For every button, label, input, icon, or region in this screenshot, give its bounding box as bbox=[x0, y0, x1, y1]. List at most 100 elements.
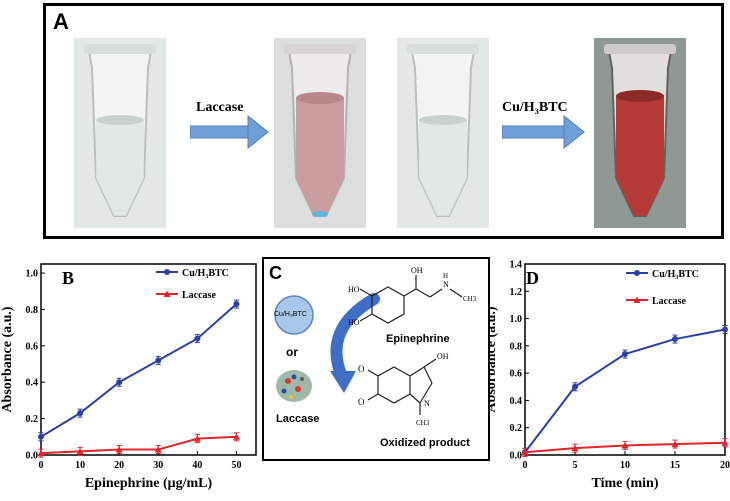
data-point bbox=[154, 446, 162, 453]
o-label: O bbox=[358, 397, 365, 407]
h-label: H bbox=[443, 272, 448, 280]
data-point bbox=[233, 301, 240, 308]
y-tick-label: 0.8 bbox=[26, 305, 39, 316]
panel-letter-d: D bbox=[526, 268, 539, 288]
catalyst-label: Cu/H₃BTC bbox=[274, 311, 307, 318]
x-tick-label: 0 bbox=[39, 460, 44, 471]
epinephrine-structure-icon bbox=[359, 275, 463, 324]
y-tick-label: 1.2 bbox=[510, 287, 523, 298]
x-tick-label: 20 bbox=[720, 460, 730, 471]
oh-label: HO bbox=[348, 285, 360, 294]
x-tick-label: 0 bbox=[523, 460, 528, 471]
enzyme-label: Laccase bbox=[276, 413, 320, 425]
data-point bbox=[193, 435, 201, 442]
y-tick-label: 0.0 bbox=[510, 451, 523, 462]
legend-label: Cu/H₃BTC bbox=[652, 269, 699, 280]
y-axis-label: Absorbance (a.u.) bbox=[0, 306, 15, 413]
legend-label: Cu/H₃BTC bbox=[182, 268, 229, 279]
data-point bbox=[572, 383, 578, 390]
oh-label: OH bbox=[437, 352, 449, 361]
oh-label: HO bbox=[348, 318, 360, 327]
x-axis-label: Epinephrine (μg/mL) bbox=[85, 476, 213, 491]
arrow-label-laccase: Laccase bbox=[196, 100, 244, 115]
x-tick-label: 40 bbox=[192, 460, 202, 471]
plot-frame bbox=[524, 263, 726, 456]
series-line bbox=[524, 328, 726, 453]
y-tick-label: 1.0 bbox=[510, 314, 523, 325]
panel-c: C HO HO OH N H CH3 bbox=[262, 257, 490, 461]
y-axis-label: Absorbance (a.u.) bbox=[490, 306, 499, 413]
data-point bbox=[155, 357, 162, 364]
y-tick-label: 0.0 bbox=[26, 451, 39, 462]
panel-a: A Laccase bbox=[43, 3, 724, 239]
tube-red-image bbox=[594, 38, 686, 228]
data-point bbox=[571, 444, 579, 452]
y-tick-label: 1.0 bbox=[26, 269, 39, 280]
tube-clear-image bbox=[397, 38, 489, 228]
chart-d: D 0 5 10 15 20 0.0 0.2 0.4 0.6 0.8 1.0 1.2 1.4 Time (… bbox=[490, 260, 730, 492]
tube-photo-control-2 bbox=[397, 38, 489, 228]
y-tick-label: 0.6 bbox=[510, 369, 523, 380]
data-point bbox=[76, 447, 84, 455]
tube-clear-image bbox=[74, 38, 166, 228]
x-tick-label: 15 bbox=[670, 460, 680, 471]
panel-letter-b: B bbox=[62, 268, 74, 288]
x-tick-label: 10 bbox=[75, 460, 85, 471]
data-point bbox=[77, 410, 84, 417]
data-point bbox=[622, 351, 628, 358]
n-label: N bbox=[424, 399, 430, 408]
y-tick-label: 0.2 bbox=[510, 423, 523, 434]
reaction-scheme: HO HO OH N H CH3 O O OH CH3 N bbox=[274, 266, 477, 427]
legend-marker bbox=[634, 270, 640, 276]
o-label: O bbox=[358, 364, 365, 374]
data-point bbox=[722, 326, 728, 333]
data-point bbox=[194, 335, 201, 342]
data-point bbox=[38, 433, 44, 440]
data-point bbox=[116, 379, 123, 386]
tube-photo-cu-h3btc bbox=[594, 38, 686, 228]
data-point bbox=[37, 449, 45, 457]
substrate-label: Epinephrine bbox=[386, 333, 450, 345]
or-label: or bbox=[286, 345, 298, 359]
y-tick-label: 0.4 bbox=[26, 378, 39, 389]
arrow-label-cu-h3btc: Cu/H₃BTC bbox=[502, 100, 568, 115]
x-tick-label: 5 bbox=[573, 460, 578, 471]
arrow-laccase bbox=[189, 114, 270, 155]
y-tick-label: 0.2 bbox=[26, 414, 39, 425]
data-point bbox=[672, 336, 678, 343]
right-arrow-icon bbox=[189, 114, 269, 150]
x-tick-label: 20 bbox=[114, 460, 124, 471]
tube-photo-control-1 bbox=[74, 38, 166, 228]
tube-pink-image bbox=[274, 38, 366, 228]
tube-photo-laccase bbox=[274, 38, 366, 228]
y-tick-label: 0.8 bbox=[510, 341, 523, 352]
data-point bbox=[232, 433, 240, 440]
y-tick-label: 0.4 bbox=[510, 396, 523, 407]
x-tick-label: 30 bbox=[153, 460, 163, 471]
legend-label: Laccase bbox=[652, 296, 686, 307]
catalyst-sphere-icon bbox=[274, 295, 314, 335]
legend-marker bbox=[633, 296, 641, 303]
oxidized-product-structure-icon bbox=[367, 358, 437, 415]
legend-marker bbox=[164, 269, 170, 275]
x-axis-label: Time (min) bbox=[591, 476, 658, 491]
y-tick-label: 0.6 bbox=[26, 341, 39, 352]
product-label: Oxidized product bbox=[380, 437, 470, 449]
series-line bbox=[40, 303, 238, 438]
series-line bbox=[40, 435, 237, 455]
panel-letter-a: A bbox=[53, 9, 69, 34]
x-tick-label: 50 bbox=[231, 460, 241, 471]
laccase-protein-icon bbox=[276, 370, 312, 402]
chart-b: B 0 10 20 30 40 50 0.0 0.2 0.4 0.6 0.8 1.0 Epinephri… bbox=[0, 263, 257, 491]
plot-frame bbox=[40, 263, 257, 456]
data-point bbox=[721, 439, 729, 446]
legend-marker bbox=[163, 290, 171, 297]
data-point bbox=[521, 448, 529, 456]
nh-label: N bbox=[443, 280, 449, 289]
arrow-cu-h3btc bbox=[501, 114, 586, 155]
data-point bbox=[621, 441, 629, 449]
legend-label: Laccase bbox=[182, 290, 216, 301]
y-tick-label: 1.4 bbox=[510, 260, 523, 271]
arrow-head-icon bbox=[330, 371, 356, 393]
right-arrow-icon bbox=[501, 114, 585, 150]
